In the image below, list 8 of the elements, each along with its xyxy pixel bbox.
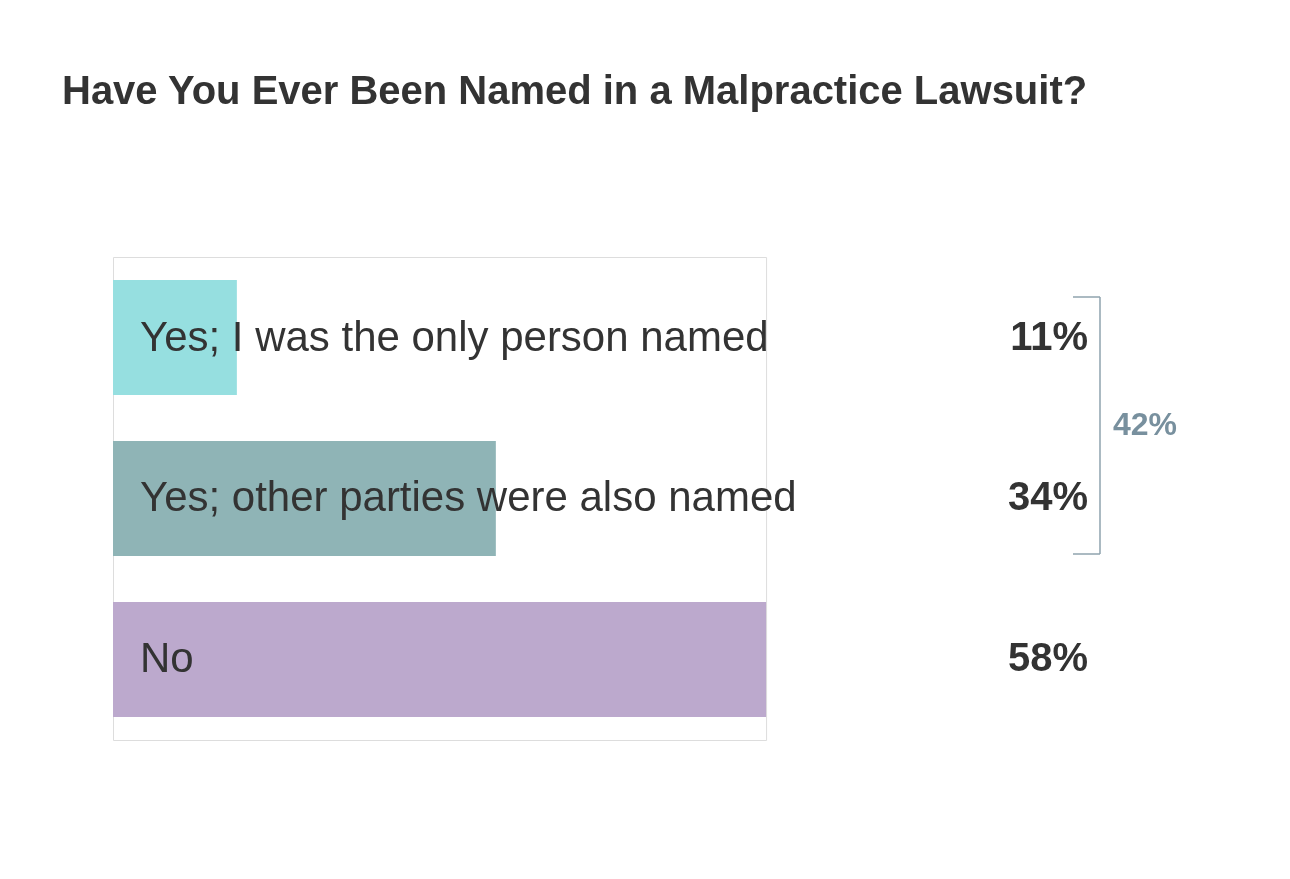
y-tick-label: Yes; other parties were also named [140,473,797,521]
chart-title: Have You Ever Been Named in a Malpractice Lawsuit? [62,68,1088,112]
y-tick-label: Yes; I was the only person named [140,312,769,360]
data-label: 58% [1007,635,1088,680]
data-label: 11% [1010,313,1088,358]
y-tick-label: No [140,634,194,682]
data-label: 34% [1007,474,1088,519]
text: 42% [1113,406,1178,443]
